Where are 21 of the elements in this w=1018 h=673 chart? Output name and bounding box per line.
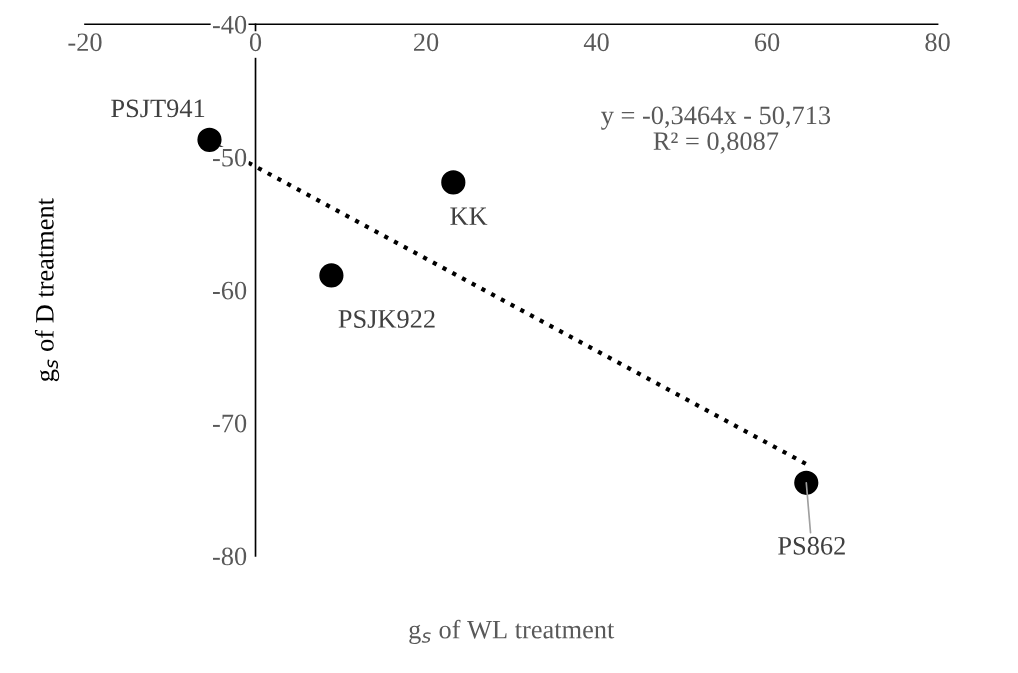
x-tick-label: 0 [249, 33, 262, 52]
y-tick-label: -60 [212, 281, 247, 300]
annotation: PS862 [778, 536, 845, 555]
x-tick-label: 40 [583, 33, 609, 52]
x-tick-label: 20 [414, 33, 439, 52]
annotation: y = -0,3464x - 50,713 R² = 0,8087 [601, 106, 831, 154]
point [794, 470, 819, 495]
y-tick-label: -50 [212, 148, 247, 167]
y-axis-title: g$_{s}$ of D treatment [34, 198, 60, 382]
x-axis-title: g$_{s}$ of WL treatment [409, 619, 615, 644]
y-tick-label: -80 [212, 547, 247, 566]
y-tick-label: -40 [212, 15, 247, 34]
annotation: KK [450, 207, 488, 225]
point [441, 170, 466, 195]
x-tick-label: 80 [925, 33, 950, 52]
x-tick-label: -20 [68, 33, 102, 52]
x-tick-label: 60 [755, 33, 780, 52]
point [319, 263, 344, 288]
y-tick-label: -70 [212, 414, 247, 433]
annotation: PSJT941 [111, 99, 205, 118]
annotation: PSJK922 [338, 310, 435, 328]
